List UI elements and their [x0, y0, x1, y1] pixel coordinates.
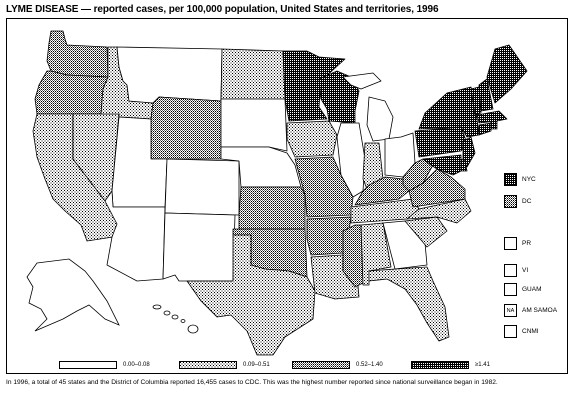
territory-item: DC: [504, 195, 531, 208]
territory-swatch: [504, 195, 517, 208]
state-ks: [238, 186, 306, 230]
legend-swatch: [411, 361, 469, 369]
state-vt: [470, 86, 482, 116]
state-sd: [220, 98, 288, 152]
territory-item: GUAM: [504, 283, 542, 296]
state-ct: [478, 122, 492, 136]
state-az: [104, 190, 166, 282]
state-wv: [402, 158, 434, 192]
state-hi-island: [152, 304, 162, 310]
legend-item: ≥1.41: [411, 359, 490, 371]
state-ia: [286, 120, 338, 158]
territory-label: CNMI: [522, 328, 539, 335]
state-mt: [116, 46, 223, 104]
legend-label: 0.00–0.08: [123, 362, 150, 368]
state-ga: [382, 220, 428, 270]
legend-item: 0.52–1.40: [292, 359, 383, 371]
state-hi-island: [171, 314, 179, 320]
state-fl: [368, 266, 450, 342]
legend-label: 0.52–1.40: [356, 362, 383, 368]
state-ny: [418, 86, 480, 138]
state-hi-island: [180, 319, 186, 323]
state-nd: [220, 48, 286, 100]
state-co: [164, 158, 240, 216]
state-il: [336, 122, 366, 198]
territory-box-text: NA: [506, 307, 515, 314]
state-ri: [490, 120, 498, 130]
state-or: [34, 70, 109, 115]
state-mo: [294, 156, 354, 218]
state-hi-island: [163, 310, 171, 316]
state-nc: [406, 198, 472, 224]
territory-item: NYC: [504, 173, 536, 186]
state-me: [486, 44, 528, 104]
territory-label: NYC: [522, 176, 536, 183]
territory-swatch: [504, 237, 517, 250]
state-wi: [318, 70, 360, 124]
state-nj: [462, 136, 476, 168]
legend-item: 0.00–0.08: [59, 359, 150, 371]
state-wa: [46, 30, 109, 78]
state-hi-island: [187, 324, 199, 334]
us-map: [26, 30, 528, 356]
territory-swatch: [504, 325, 517, 338]
state-nm: [162, 212, 236, 282]
state-nh: [478, 78, 494, 112]
territory-label: VI: [522, 267, 529, 274]
territory-item: NA AM SAMOA: [504, 304, 557, 317]
territory-item: CNMI: [504, 325, 539, 338]
territory-swatch: [504, 264, 517, 277]
legend-label: ≥1.41: [475, 362, 490, 368]
footnote: In 1996, a total of 45 states and the Di…: [6, 379, 498, 386]
territory-swatch: [504, 173, 517, 186]
state-mn: [282, 50, 346, 122]
map-legend: 0.00–0.08 0.09–0.51 0.52–1.40 ≥1.41: [7, 359, 567, 373]
state-sc: [404, 216, 448, 248]
legend-label: 0.09–0.51: [243, 362, 270, 368]
state-md: [422, 154, 462, 176]
state-ma: [476, 110, 508, 124]
state-va: [408, 168, 466, 208]
map-frame: NYC DC PR VI GUAM NA AM SAMOA CNMI 0.00–0.08 0.0…: [6, 18, 568, 374]
state-ak: [26, 258, 120, 332]
state-pa: [414, 126, 468, 158]
territory-label: GUAM: [522, 286, 542, 293]
state-tx: [186, 234, 316, 356]
territory-label: AM SAMOA: [522, 307, 558, 314]
territory-swatch: [504, 283, 517, 296]
legend-swatch: [59, 361, 117, 369]
legend-item: 0.09–0.51: [179, 359, 270, 371]
territory-label: DC: [522, 198, 532, 205]
territory-item: PR: [504, 237, 531, 250]
legend-swatch: [292, 361, 350, 369]
map-title: LYME DISEASE — reported cases, per 100,0…: [6, 4, 439, 15]
state-wy: [150, 96, 222, 160]
territory-swatch: NA: [504, 304, 517, 317]
territory-item: VI: [504, 264, 528, 277]
territory-label: PR: [522, 240, 532, 247]
legend-swatch: [179, 361, 237, 369]
